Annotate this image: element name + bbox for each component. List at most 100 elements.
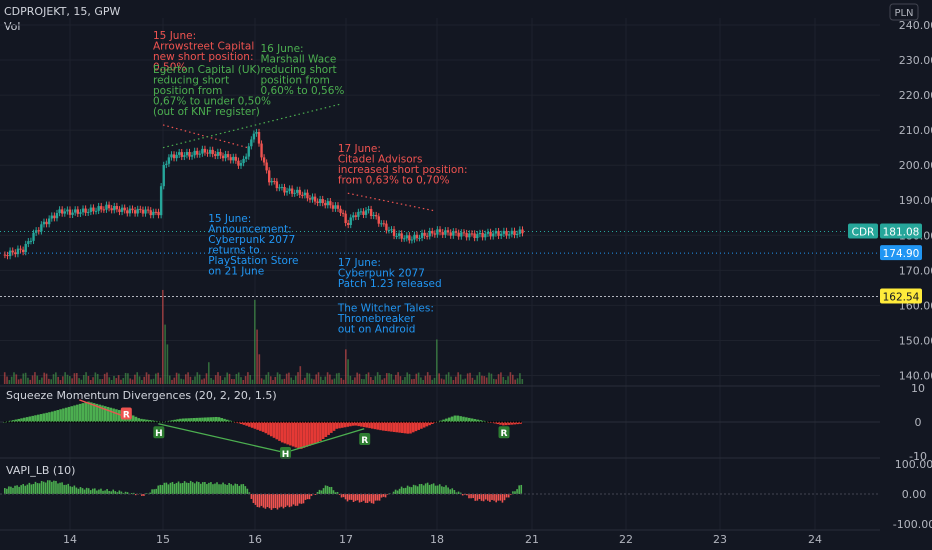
- candle-body: [367, 209, 370, 211]
- vapi-bar: [252, 494, 255, 503]
- squeeze-dot: [204, 421, 207, 423]
- vapi-bar: [410, 487, 413, 494]
- candle-body: [473, 233, 476, 239]
- vapi-bar: [396, 490, 399, 494]
- candle-body: [107, 204, 111, 209]
- squeeze-dot: [201, 421, 204, 423]
- vapi-bar: [476, 494, 479, 501]
- squeeze-bar: [56, 410, 60, 422]
- vapi-bar: [308, 494, 311, 500]
- vapi-bar: [206, 484, 208, 494]
- volume-bar: [338, 372, 340, 384]
- squeeze-dot: [168, 421, 171, 423]
- candle-body: [280, 187, 284, 189]
- squeeze-dot: [118, 421, 121, 423]
- volume-bar: [381, 379, 383, 384]
- squeeze-bar: [53, 410, 57, 422]
- vapi-bar: [394, 489, 397, 494]
- squeeze-bar: [465, 417, 468, 422]
- candle-body: [37, 230, 40, 232]
- volume-bar: [240, 377, 242, 384]
- squeeze-bar: [137, 418, 141, 422]
- squeeze-dot: [151, 421, 154, 423]
- vapi-bar: [151, 489, 153, 494]
- vapi-bar: [63, 484, 65, 494]
- vapi-bar: [204, 482, 206, 494]
- squeeze-dot: [223, 421, 226, 423]
- candle-body: [170, 154, 173, 158]
- squeeze-bar: [510, 422, 514, 425]
- divergence-badge-label: H: [155, 429, 163, 439]
- squeeze-dot: [371, 421, 374, 423]
- candle-body: [375, 215, 378, 217]
- candle-body: [177, 152, 181, 155]
- squeeze-dot: [68, 421, 70, 423]
- vapi-bar: [42, 481, 45, 494]
- volume-bar: [157, 372, 159, 384]
- squeeze-dot: [198, 421, 201, 423]
- vapi-bar: [118, 490, 121, 494]
- volume-bar: [231, 379, 233, 384]
- price-tag: [880, 245, 922, 261]
- candle-body: [397, 233, 401, 236]
- squeeze-dot: [485, 421, 488, 423]
- squeeze-dot: [76, 421, 79, 423]
- vapi-bar: [422, 485, 425, 494]
- volume-bar: [267, 372, 270, 384]
- vapi-bar: [30, 484, 33, 494]
- vapi-bar: [202, 482, 204, 494]
- candle-body: [63, 211, 66, 214]
- currency-badge[interactable]: [889, 3, 919, 21]
- candle-body: [481, 232, 484, 238]
- vapi-bar: [71, 486, 74, 494]
- volume-bar: [310, 378, 313, 384]
- squeeze-dot: [12, 421, 15, 423]
- vapi-bar: [514, 491, 516, 494]
- volume-bar: [420, 377, 422, 384]
- vapi-bar: [384, 494, 387, 498]
- squeeze-dot: [344, 421, 346, 423]
- volume-bar: [38, 379, 41, 384]
- squeeze-dot: [265, 421, 267, 423]
- vapi-bar: [518, 485, 520, 494]
- squeeze-dot: [137, 421, 140, 423]
- candle-body: [470, 233, 474, 235]
- squeeze-dot: [193, 421, 196, 423]
- vapi-bar: [171, 482, 174, 494]
- squeeze-bar: [504, 422, 508, 426]
- squeeze-dot: [40, 421, 43, 423]
- squeeze-dot: [434, 421, 437, 423]
- volume-bar: [92, 377, 94, 384]
- time-tick-label: 15: [156, 533, 170, 546]
- vapi-bar: [374, 494, 377, 501]
- squeeze-dot: [325, 421, 327, 423]
- symbol-tag: [848, 223, 878, 239]
- squeeze-bar: [98, 404, 101, 422]
- squeeze-dot: [311, 421, 314, 423]
- squeeze-bar: [34, 415, 37, 422]
- volume-bar: [52, 374, 55, 384]
- price-tag-value: 181.08: [883, 227, 920, 239]
- candle-body: [92, 207, 95, 212]
- divergence-badge: [359, 433, 371, 445]
- vapi-bar: [340, 494, 343, 498]
- candle-body: [167, 157, 171, 164]
- price-tick-label: 170.00: [899, 264, 932, 277]
- volume-bar: [168, 375, 171, 384]
- vapi-bar: [474, 494, 477, 501]
- squeeze-dot: [360, 421, 363, 423]
- vapi-bar: [459, 492, 462, 494]
- vapi-bar: [26, 484, 29, 494]
- symbol-tag-label: CDR: [852, 227, 875, 239]
- vapi-bar: [10, 486, 12, 494]
- candle-body: [385, 223, 388, 231]
- squeeze-dot: [499, 421, 502, 423]
- volume-bar: [367, 372, 370, 384]
- volume-bar: [64, 372, 66, 384]
- vapi-bar: [300, 494, 303, 504]
- vapi-bar: [173, 483, 176, 494]
- vapi-bar: [443, 486, 445, 494]
- vapi-bar: [8, 486, 10, 494]
- squeeze-dot: [431, 421, 434, 423]
